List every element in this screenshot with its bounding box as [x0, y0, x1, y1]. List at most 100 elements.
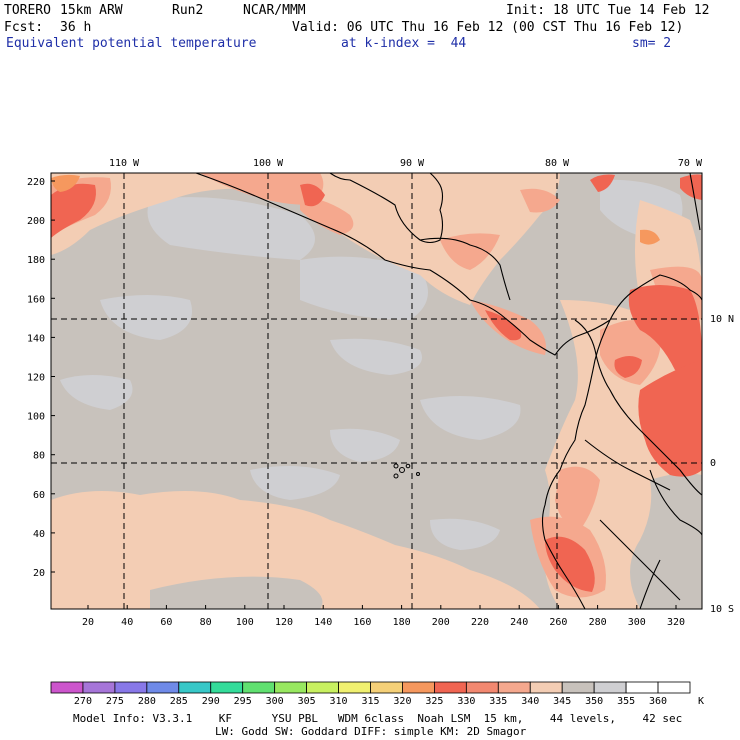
- lat-label-0: 0: [710, 458, 716, 469]
- bottom-grid-label: 40: [121, 617, 133, 628]
- colorbar-cell: [497, 681, 531, 694]
- left-grid-label: 180: [27, 255, 45, 266]
- colorbar-label: 340: [521, 696, 539, 707]
- colorbar-unit: K: [698, 696, 704, 707]
- bottom-grid-label: 100: [236, 617, 254, 628]
- colorbar-label: 330: [457, 696, 475, 707]
- lon-label-80w: 80 W: [545, 158, 570, 169]
- left-grid-label: 80: [33, 451, 45, 462]
- left-grid-label: 40: [33, 529, 45, 540]
- colorbar-cell: [465, 681, 499, 694]
- bottom-grid-label: 80: [200, 617, 212, 628]
- colorbar-cell: [433, 681, 467, 694]
- bottom-grid-label: 140: [314, 617, 332, 628]
- lon-label-70w: 70 W: [678, 158, 703, 169]
- colorbar-cell: [146, 681, 180, 694]
- colorbar-cell: [178, 681, 212, 694]
- colorbar-cell: [82, 681, 116, 694]
- colorbar-label: 300: [266, 696, 284, 707]
- colorbar-cell: [114, 681, 148, 694]
- bottom-grid-label: 260: [549, 617, 567, 628]
- left-grid-label: 120: [27, 373, 45, 384]
- colorbar-cell: [657, 681, 691, 694]
- colorbar-cell: [561, 681, 595, 694]
- model-name: TORERO: [4, 3, 51, 18]
- bottom-grid-label: 180: [393, 617, 411, 628]
- peach-southwest: [51, 491, 540, 609]
- colorbar-cell: [306, 681, 339, 694]
- colorbar-label: 350: [585, 696, 603, 707]
- lon-label-90w: 90 W: [400, 158, 425, 169]
- init-time: Init: 18 UTC Tue 14 Feb 12: [506, 3, 710, 18]
- colorbar-label: 320: [393, 696, 411, 707]
- red-patches: [51, 174, 702, 592]
- colorbar-cell: [50, 681, 84, 694]
- map-frame: [50, 172, 703, 610]
- bottom-grid-label: 20: [82, 617, 94, 628]
- gray-andes-interior: [630, 473, 702, 609]
- coastlines: [195, 173, 702, 609]
- colorbar-cell: [210, 681, 244, 694]
- left-grid-labels: 220 200 180 160 140 120 100 80 60 40 20: [27, 177, 55, 579]
- left-grid-label: 20: [33, 568, 45, 579]
- bottom-grid-label: 200: [432, 617, 450, 628]
- left-grid-label: 220: [27, 177, 45, 188]
- lat-label-10n: 10 N: [710, 314, 734, 325]
- left-grid-label: 60: [33, 490, 45, 501]
- colorbar-label: 345: [553, 696, 571, 707]
- left-grid-label: 200: [27, 216, 45, 227]
- left-grid-label: 140: [27, 333, 45, 344]
- latlon-grid: [51, 173, 702, 609]
- bottom-grid-label: 320: [667, 617, 685, 628]
- colorbar-cell: [370, 681, 403, 694]
- left-grid-label: 100: [27, 412, 45, 423]
- gray-tongue-south: [150, 576, 323, 609]
- peach-northwest: [51, 173, 330, 255]
- field-shading: [51, 173, 702, 609]
- colorbar-label: 310: [330, 696, 348, 707]
- model-resolution: 15km ARW: [60, 3, 123, 18]
- colorbar-cell: [593, 681, 627, 694]
- bottom-grid-label: 120: [275, 617, 293, 628]
- colorbar: 270 275 280 285 290 295 300 305 310 315 320 325 330 3…: [50, 681, 704, 707]
- model-run: Run2: [172, 3, 204, 18]
- left-grid-label: 160: [27, 294, 45, 305]
- colorbar-label: 280: [138, 696, 156, 707]
- colorbar-label: 360: [649, 696, 667, 707]
- colorbar-label: 315: [361, 696, 379, 707]
- colorbar-cell: [274, 681, 307, 694]
- forecast-label: Fcst:: [4, 20, 44, 35]
- bottom-grid-label: 240: [510, 617, 528, 628]
- valid-time: Valid: 06 UTC Thu 16 Feb 12 (00 CST Thu …: [292, 20, 684, 35]
- colorbar-label: 295: [234, 696, 252, 707]
- colorbar-label: 335: [489, 696, 507, 707]
- forecast-hours: 36 h: [60, 20, 92, 35]
- smoothing: sm= 2: [632, 36, 672, 51]
- colorbar-label: 285: [170, 696, 188, 707]
- colorbar-cell: [402, 681, 435, 694]
- lon-label-110w: 110 W: [109, 158, 140, 169]
- colorbar-label: 355: [617, 696, 635, 707]
- lon-label-100w: 100 W: [253, 158, 284, 169]
- field-name: Equivalent potential temperature: [6, 36, 257, 51]
- colorbar-label: 275: [106, 696, 124, 707]
- light-gray-patches: [60, 179, 683, 550]
- lat-label-10s: 10 S: [710, 604, 734, 615]
- model-info: Model Info: V3.3.1 KF YSU PBL WDM 6class…: [73, 712, 683, 725]
- colorbar-label: 270: [74, 696, 92, 707]
- orange-patches: [51, 174, 660, 245]
- bottom-grid-label: 280: [589, 617, 607, 628]
- model-org: NCAR/MMM: [243, 3, 306, 18]
- colorbar-cell: [529, 681, 563, 694]
- bottom-grid-label: 220: [471, 617, 489, 628]
- galapagos-islands: [393, 463, 420, 479]
- level-index: at k-index = 44: [341, 36, 467, 51]
- physics-info: LW: Godd SW: Goddard DIFF: simple KM: 2D…: [215, 725, 527, 738]
- colorbar-label: 290: [202, 696, 220, 707]
- colorbar-cell: [338, 681, 371, 694]
- bottom-grid-label: 300: [628, 617, 646, 628]
- bottom-grid-label: 60: [160, 617, 172, 628]
- colorbar-label: 305: [298, 696, 316, 707]
- colorbar-cell: [242, 681, 276, 694]
